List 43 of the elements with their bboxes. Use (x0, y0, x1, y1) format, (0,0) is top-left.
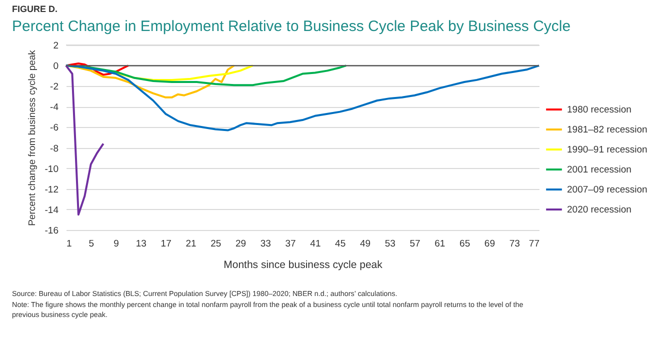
legend-label: 1980 recession (567, 104, 632, 116)
x-tick-label: 13 (136, 238, 146, 250)
x-tick-label: 41 (310, 238, 321, 250)
x-tick-label: 73 (509, 238, 520, 250)
x-axis-title: Months since business cycle peak (224, 259, 384, 271)
line-series (65, 62, 130, 76)
x-tick-label: 29 (235, 238, 246, 250)
line-series (65, 64, 104, 216)
y-tick-label: -16 (44, 226, 58, 236)
y-tick-label: -2 (50, 82, 58, 93)
y-tick-label: -14 (44, 204, 58, 216)
x-tick-label: 1 (66, 238, 72, 250)
y-tick-label: 2 (53, 40, 58, 52)
x-tick-label: 77 (528, 238, 540, 250)
x-tick-label: 65 (460, 238, 470, 250)
x-tick-label: 69 (484, 238, 495, 250)
y-tick-label: -10 (44, 164, 58, 175)
chart-subtitle: FIGURE D. (12, 4, 58, 14)
x-tick-label: 57 (410, 238, 420, 250)
x-tick-label: 49 (360, 238, 371, 250)
x-tick-label: 33 (260, 238, 271, 250)
legend-label: 1990–91 recession (567, 144, 648, 156)
legend-label: 2007–09 recession (567, 184, 648, 196)
x-tick-label: 25 (210, 238, 222, 250)
x-tick-label: 37 (285, 238, 296, 250)
x-tick-label: 21 (186, 238, 196, 250)
y-tick-label: -8 (50, 143, 58, 154)
x-tick-label: 9 (114, 238, 119, 250)
chart-title: Percent Change in Employment Relative to Business Cycle Peak by Business Cycle (12, 18, 571, 35)
legend-label: 1981–82 recession (567, 124, 648, 136)
x-tick-label: 53 (384, 238, 396, 250)
y-tick-label: -4 (50, 102, 58, 114)
y-tick-label: -12 (44, 184, 58, 196)
x-tick-label: 61 (434, 238, 446, 250)
line-series (65, 64, 540, 132)
legend-label: 2020 recession (567, 204, 632, 216)
y-tick-label: -6 (50, 122, 58, 134)
y-tick-label: 0 (53, 61, 58, 72)
legend-label: 2001 recession (567, 164, 632, 176)
x-tick-label: 45 (335, 238, 346, 250)
x-tick-label: 17 (160, 238, 172, 250)
y-axis-title: Percent change from business cycle peak (26, 50, 38, 226)
x-tick-label: 5 (88, 238, 94, 250)
